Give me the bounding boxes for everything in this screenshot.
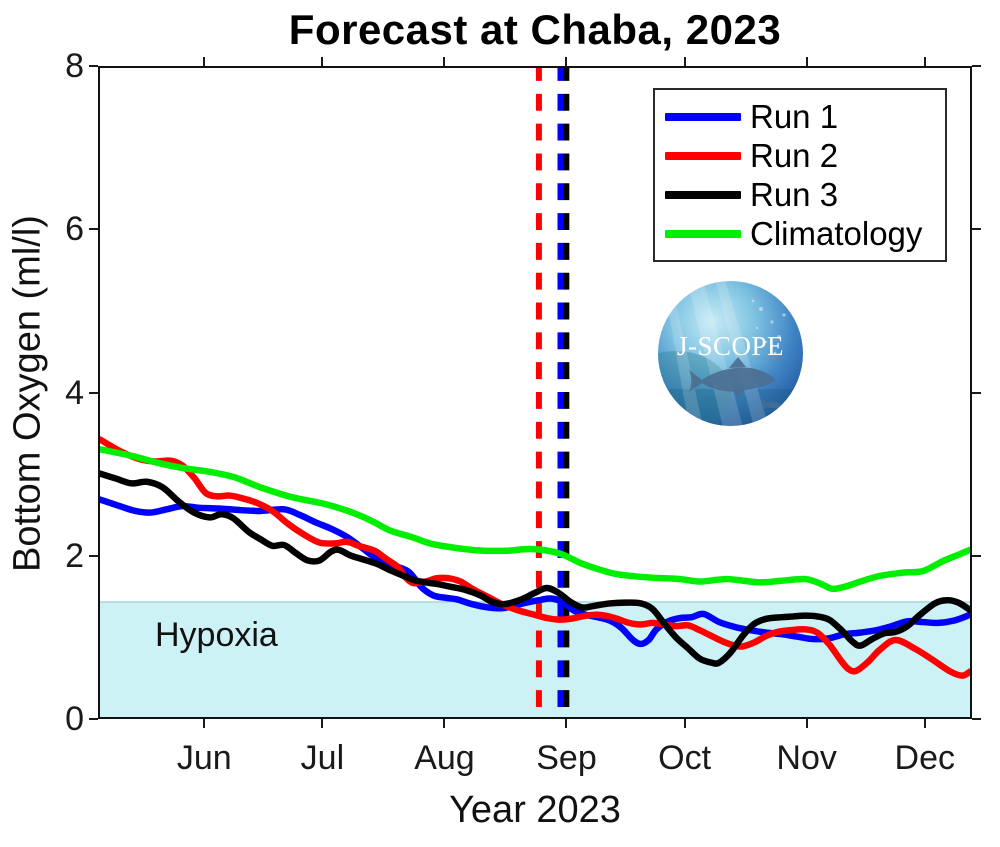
y-tick-8	[89, 65, 98, 67]
run-2-swatch-icon	[665, 151, 741, 160]
logo-light-rays	[662, 281, 770, 426]
x-axis-label: Year 2023	[449, 789, 621, 831]
x-tick-top-aug	[443, 57, 446, 66]
y-tick-label-8: 8	[65, 47, 84, 85]
y-tick-right-8	[972, 65, 981, 67]
x-tick-top-jun	[203, 57, 206, 66]
legend: Run 1 Run 2 Run 3 Climatology	[653, 88, 947, 262]
x-tick-top-jul	[321, 57, 324, 66]
climatology-legend-label: Climatology	[750, 214, 923, 252]
y-tick-4	[89, 391, 98, 394]
run-1-swatch-icon	[665, 112, 741, 121]
run-3-line	[100, 470, 970, 667]
run-1-legend-label: Run 1	[750, 97, 839, 135]
run-3-swatch-icon	[665, 190, 741, 199]
x-tick-top-sep	[565, 57, 568, 66]
jscope-logo-image: J-SCOPE	[658, 281, 803, 426]
y-tick-right-0	[972, 718, 981, 720]
x-tick-oct	[683, 719, 686, 728]
legend-item-run-2: Run 2	[665, 136, 939, 175]
x-tick-sep	[565, 719, 568, 728]
x-tick-jun	[203, 719, 206, 728]
x-tick-dec	[923, 719, 926, 728]
y-tick-right-4	[972, 391, 981, 394]
run-3-legend-label: Run 3	[750, 175, 839, 213]
y-tick-label-6: 6	[65, 210, 84, 249]
run-2-legend-label: Run 2	[750, 136, 839, 174]
hypoxia-label: Hypoxia	[155, 616, 278, 654]
x-tick-label-dec: Dec	[894, 739, 955, 777]
run-2-line	[100, 436, 970, 679]
y-tick-label-4: 4	[65, 373, 84, 412]
legend-item-run-3: Run 3	[665, 175, 939, 214]
climatology-swatch-icon	[665, 229, 741, 238]
x-tick-jul	[321, 719, 324, 728]
legend-item-run-1: Run 1	[665, 97, 939, 136]
fish-silhouette-icon	[689, 357, 784, 410]
run-1-line	[100, 496, 970, 648]
x-tick-label-sep: Sep	[536, 739, 597, 777]
x-tick-label-jul: Jul	[300, 739, 345, 777]
x-tick-top-nov	[805, 57, 808, 66]
plot-area: Hypoxia Run 1 Run 2 Run 3 Climatology	[98, 66, 972, 719]
legend-item-climatology: Climatology	[665, 214, 939, 253]
x-tick-label-aug: Aug	[414, 739, 475, 777]
climatology-line	[100, 446, 970, 593]
y-tick-label-2: 2	[65, 536, 84, 575]
y-tick-right-6	[972, 228, 981, 231]
plot-canvas	[100, 68, 970, 717]
jscope-logo: J-SCOPE	[658, 281, 803, 426]
logo-water-background	[658, 281, 803, 426]
chart-title: Forecast at Chaba, 2023	[288, 6, 782, 53]
y-tick-right-2	[972, 554, 981, 557]
x-tick-top-dec	[923, 57, 926, 66]
logo-bubbles	[751, 299, 786, 355]
x-tick-nov	[805, 719, 808, 728]
logo-teal-shade	[658, 351, 731, 426]
logo-text: J-SCOPE	[677, 331, 784, 361]
x-tick-label-nov: Nov	[776, 739, 837, 777]
y-tick-6	[89, 228, 98, 231]
x-tick-top-oct	[683, 57, 686, 66]
y-tick-2	[89, 554, 98, 557]
x-tick-label-jun: Jun	[176, 739, 232, 777]
y-tick-label-0: 0	[65, 700, 84, 738]
x-tick-aug	[443, 719, 446, 728]
x-tick-label-oct: Oct	[658, 739, 712, 777]
y-tick-0	[89, 718, 98, 720]
